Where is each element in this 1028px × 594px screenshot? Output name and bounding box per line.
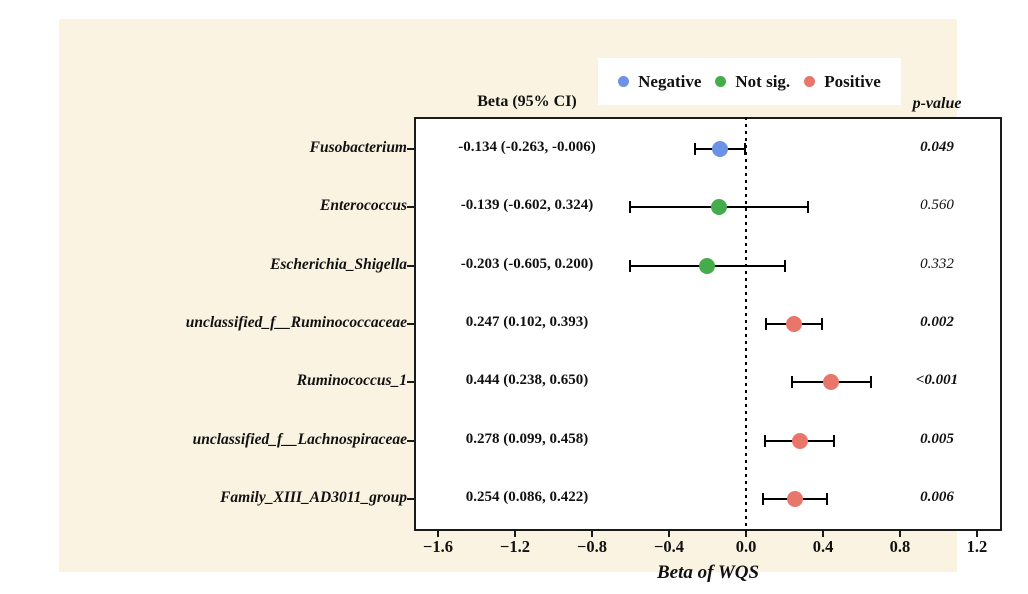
row-label: unclassified_f__Lachnospiraceae [192,430,407,448]
pvalue-column-header: p-value [912,95,962,112]
ci-cap-high [743,143,746,155]
y-axis-tick [407,148,414,150]
row-label: Fusobacterium [309,139,407,156]
plot-area [414,117,1002,531]
x-axis-tick-label: −1.2 [500,537,531,556]
y-axis-tick [407,381,414,384]
p-value-text: 0.049 [920,139,954,155]
negative-dot-icon [618,76,630,87]
beta-marker-dot [791,432,808,449]
row-label: unclassified_f__Ruminococcaceae [185,314,407,331]
ci-cap-low [764,434,767,447]
p-value-text: 0.006 [920,489,954,505]
beta-ci-column-header: Beta (95% CI) [477,93,577,110]
p-value-text: 0.005 [920,430,954,447]
x-axis-tick-label: −1.6 [423,537,454,556]
legend-item-negative: Negative [618,72,701,92]
x-axis-tick [591,531,594,537]
beta-ci-text: -0.139 (-0.602, 0.324) [460,197,594,214]
ci-cap-low [761,493,764,505]
x-axis-tick [514,531,517,537]
x-axis-tick [745,531,747,537]
beta-ci-text: 0.444 (0.238, 0.650) [465,372,589,389]
ci-cap-high [826,493,829,505]
x-axis-tick [898,531,901,537]
ci-cap-low [628,259,631,272]
ci-cap-low [629,201,632,214]
beta-ci-text: -0.203 (-0.605, 0.200) [460,255,594,272]
row-label: Ruminococcus_1 [296,372,407,390]
beta-marker-dot [823,374,840,391]
y-axis-tick [407,498,414,500]
p-value-text: 0.560 [920,197,954,214]
y-axis-tick [407,439,414,442]
figure-background-panel: Beta (95% CI) p-value Negative Not sig. … [59,19,1002,583]
legend-item-positive: Positive [804,72,881,92]
ci-cap-high [807,201,810,214]
x-axis-tick [975,531,978,537]
x-axis-tick-label: 0.0 [735,537,757,556]
legend-label-negative: Negative [638,71,702,91]
beta-marker-dot [698,257,715,274]
ci-cap-low [764,318,767,330]
x-axis-tick-label: −0.8 [577,537,608,556]
p-value-text: 0.332 [920,255,954,272]
p-value-text: 0.002 [920,314,954,330]
row-label: Family_XIII_AD3011_group [220,489,407,506]
beta-ci-text: 0.247 (0.102, 0.393) [465,314,589,330]
legend-item-notsig: Not sig. [715,72,790,92]
positive-dot-icon [804,76,816,87]
ci-cap-high [833,434,836,447]
ci-cap-low [694,143,697,155]
beta-ci-text: 0.278 (0.099, 0.458) [465,430,589,447]
beta-marker-dot [711,199,728,216]
beta-marker-dot [785,316,802,332]
p-value-text: <0.001 [915,372,959,389]
y-axis-tick [407,206,414,209]
x-axis-tick-label: 0.4 [812,537,834,556]
x-axis-tick [437,531,440,537]
row-label: Enterococcus [320,197,407,215]
x-axis-tick-label: −0.4 [654,537,685,556]
beta-ci-text: -0.134 (-0.263, -0.006) [458,139,596,155]
beta-marker-dot [786,491,803,507]
zero-reference-line [745,117,747,531]
x-axis-tick-label: 0.8 [889,537,911,556]
y-axis-tick [407,323,414,325]
legend-label-notsig: Not sig. [735,71,791,91]
legend: Negative Not sig. Positive [598,58,901,105]
beta-ci-text: 0.254 (0.086, 0.422) [465,489,589,505]
x-axis-tick [822,531,824,537]
x-axis-tick [668,531,671,537]
y-axis-tick [407,264,414,267]
ci-cap-high [870,376,873,389]
row-label: Escherichia_Shigella [270,255,407,273]
ci-cap-high [783,259,786,272]
ci-cap-high [820,318,823,330]
x-axis-title: Beta of WQS [656,562,760,583]
beta-marker-dot [712,141,729,157]
legend-label-positive: Positive [824,71,881,91]
x-axis-tick-label: 1.2 [966,537,988,556]
notsig-dot-icon [715,76,727,87]
ci-cap-low [790,376,793,389]
